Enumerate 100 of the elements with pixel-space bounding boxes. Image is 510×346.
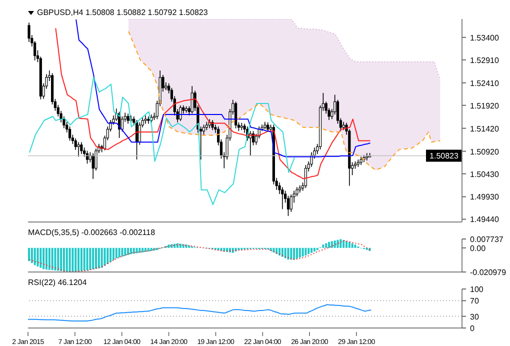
bar — [36, 248, 39, 267]
bar — [86, 248, 88, 271]
bar — [115, 248, 118, 258]
bar — [124, 248, 126, 256]
bar — [342, 240, 345, 248]
bar — [330, 241, 333, 248]
bar — [179, 244, 182, 248]
bar — [293, 248, 296, 260]
line-series — [128, 19, 441, 81]
y-tick-label: 70 — [470, 296, 480, 306]
candlestick — [77, 142, 80, 158]
bar — [28, 248, 30, 261]
bar — [142, 248, 144, 252]
bar — [80, 248, 82, 272]
bar — [308, 248, 310, 254]
bar — [62, 248, 65, 272]
bar — [48, 248, 50, 270]
y-tick-label: 1.53400 — [470, 33, 500, 42]
candlestick — [310, 152, 313, 168]
bar — [176, 243, 179, 248]
chart-title: GBPUSD,H4 1.50808 1.50882 1.50792 1.50823 — [37, 8, 208, 18]
bar — [127, 248, 130, 256]
bar — [144, 248, 147, 252]
bar — [354, 244, 356, 248]
bar — [223, 248, 226, 252]
y-tick-label: 1.52410 — [470, 78, 500, 88]
candlestick — [28, 22, 30, 42]
bar — [334, 240, 336, 248]
candlestick — [68, 126, 72, 142]
line-series — [28, 240, 371, 272]
bar — [284, 248, 286, 258]
bar — [340, 239, 342, 248]
bar — [136, 248, 138, 254]
bar — [94, 248, 97, 269]
y-tick-label: 0.00 — [470, 244, 486, 253]
candlestick — [120, 116, 124, 132]
bar — [316, 248, 318, 250]
y-tick-label: 1.51920 — [470, 101, 500, 110]
bar — [328, 242, 330, 248]
bar — [170, 244, 173, 248]
bar — [83, 248, 86, 271]
chart-title: MACD(5,35,5) -0.002663 -0.002118 — [28, 228, 156, 238]
bar — [54, 248, 56, 271]
candlestick — [144, 115, 147, 124]
bar — [278, 248, 280, 256]
bar — [72, 248, 74, 272]
bar — [298, 248, 301, 258]
candlestick — [179, 104, 182, 122]
bar — [132, 248, 135, 254]
bar — [40, 248, 42, 268]
bar — [310, 248, 313, 253]
candlestick — [190, 86, 194, 114]
candlestick — [92, 152, 94, 180]
bar — [98, 248, 100, 268]
ref-line-label: 1.50823 — [430, 152, 460, 161]
bar — [89, 248, 92, 270]
candlestick — [80, 142, 83, 154]
bar — [106, 248, 109, 264]
bar — [348, 242, 350, 248]
bar — [302, 248, 304, 257]
bar — [336, 240, 339, 248]
bar — [345, 240, 348, 248]
bar — [322, 244, 324, 248]
y-tick-label: 1.50920 — [470, 147, 500, 156]
bar — [138, 248, 141, 253]
bar — [182, 244, 184, 248]
y-tick-label: 1.49440 — [470, 215, 500, 224]
bar — [100, 248, 103, 268]
y-tick-label: 0.007737 — [470, 235, 504, 244]
y-tick-label: -0.020979 — [470, 268, 507, 277]
bar — [60, 248, 62, 271]
candlestick — [86, 150, 89, 164]
bar — [313, 248, 316, 252]
bar — [57, 248, 60, 271]
bar — [42, 248, 45, 270]
bar — [130, 248, 132, 254]
bar — [51, 248, 54, 270]
candlestick — [304, 164, 308, 188]
chart-title: RSI(22) 46.1204 — [28, 278, 87, 288]
bar — [74, 248, 77, 272]
bar — [232, 248, 234, 253]
bar — [287, 248, 290, 260]
bar — [34, 248, 36, 266]
bar — [281, 248, 284, 257]
bar — [276, 248, 278, 254]
bar — [272, 248, 275, 252]
bar — [68, 248, 71, 272]
bar — [296, 248, 298, 259]
bar — [168, 244, 170, 248]
bar — [118, 248, 120, 258]
bar — [104, 248, 106, 266]
y-tick-label: 1.49930 — [470, 192, 500, 202]
candlestick — [290, 194, 292, 212]
candlestick — [126, 113, 130, 124]
candlestick — [234, 101, 238, 129]
bar — [66, 248, 68, 272]
bar — [325, 243, 328, 248]
bar — [174, 244, 176, 248]
bar — [150, 248, 152, 251]
bar — [147, 248, 150, 252]
